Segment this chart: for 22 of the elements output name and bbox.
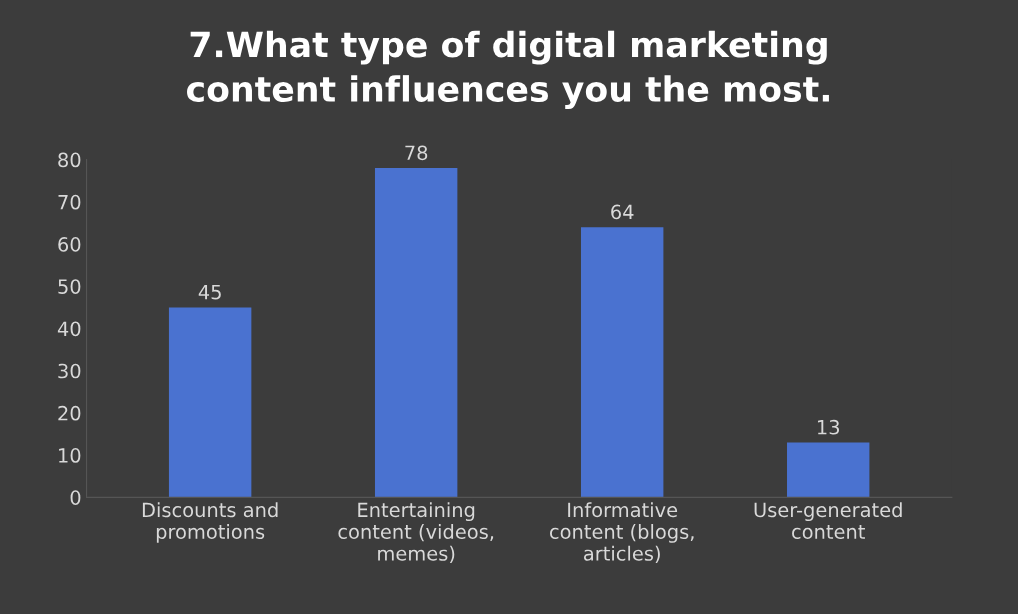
y-tick-label: 50 bbox=[58, 279, 81, 294]
bar bbox=[580, 227, 664, 498]
y-tick-label: 60 bbox=[58, 237, 81, 252]
y-tick-label: 80 bbox=[58, 152, 81, 168]
bar bbox=[787, 442, 870, 498]
y-tick-label: 10 bbox=[59, 448, 81, 463]
bar bbox=[168, 307, 252, 498]
x-tick-label: Discounts and promotions bbox=[142, 502, 278, 543]
x-tick-label: Informative content (blogs, articles) bbox=[550, 502, 694, 564]
y-tick-label: 40 bbox=[57, 321, 81, 337]
data-label: 45 bbox=[198, 285, 221, 300]
x-tick-label: Entertaining content (videos, memes) bbox=[338, 502, 494, 564]
y-tick-label: 70 bbox=[58, 194, 81, 210]
chart-title: 7.What type of digital marketing content influences you the most. bbox=[187, 30, 829, 110]
data-label: 64 bbox=[611, 204, 634, 220]
data-label: 13 bbox=[817, 419, 840, 435]
y-tick-label: 0 bbox=[70, 490, 81, 505]
x-tick-label: User-generated content bbox=[754, 502, 902, 540]
data-label: 78 bbox=[405, 145, 428, 161]
y-tick-label: 20 bbox=[58, 405, 81, 421]
y-tick-label: 30 bbox=[58, 363, 81, 379]
bar bbox=[374, 168, 458, 498]
